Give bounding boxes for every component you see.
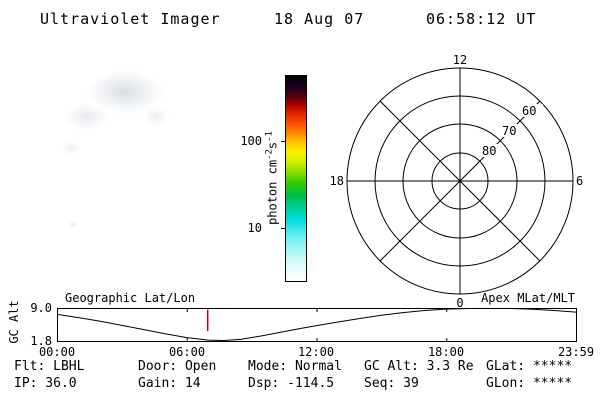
status-dsp: Dsp: -114.5 [248, 376, 335, 391]
status-glon: GLon: ***** [486, 376, 573, 391]
polar-mlt-0-label: 0 [456, 296, 463, 310]
timeline-right-label: Apex MLat/MLT [481, 291, 575, 305]
timeline-xtick-2359: 23:59 [557, 345, 595, 359]
altitude-curve [57, 308, 577, 342]
timeline-ytick-1-8: 1.8 [30, 334, 52, 348]
colorbar-tickmark [281, 141, 285, 142]
status-ip: IP: 36.0 [14, 376, 77, 391]
polar-lat-70-label: 70 [502, 124, 516, 138]
header-date: 18 Aug 07 [274, 10, 365, 28]
app-title: Ultraviolet Imager [40, 10, 221, 28]
timeline-xtick-0600: 06:00 [168, 345, 206, 359]
status-door: Door: Open [138, 359, 217, 374]
timeline-xtick-1800: 18:00 [427, 345, 465, 359]
colorbar-tickmark [281, 228, 285, 229]
timeline-frame [57, 308, 577, 342]
colorbar-gradient [285, 75, 307, 282]
timeline-ytick-9: 9.0 [30, 301, 52, 315]
uv-image-faint [40, 48, 195, 173]
polar-grid-spokes [347, 68, 573, 294]
polar-lat-60-label: 60 [522, 104, 536, 118]
header-time: 06:58:12 UT [426, 10, 537, 28]
status-gc-alt: GC Alt: 3.3 Re [364, 359, 474, 374]
timeline-chart [57, 308, 577, 342]
uv-image-speckle [68, 222, 78, 228]
colorbar-title: photon cm-2s-1 [264, 131, 280, 225]
colorbar-tick-10: 10 [247, 221, 262, 235]
timeline-xtick-0000: 00:00 [38, 345, 76, 359]
polar-mlt-12-label: 12 [453, 53, 467, 67]
polar-lat-80-label: 80 [482, 144, 496, 158]
status-glat: GLat: ***** [486, 359, 573, 374]
colorbar-tick-100: 100 [240, 134, 262, 148]
polar-mlt-6-label: 6 [576, 174, 583, 188]
timeline-left-label: Geographic Lat/Lon [65, 291, 196, 305]
timeline-xtick-1200: 12:00 [297, 345, 335, 359]
polar-lat-label-backs [479, 104, 543, 157]
status-gain: Gain: 14 [138, 376, 201, 391]
polar-mlt-18-label: 18 [330, 174, 344, 188]
status-flight: Flt: LBHL [14, 359, 85, 374]
timeline-axis-ticks [186, 308, 448, 342]
status-seq: Seq: 39 [364, 376, 419, 391]
status-mode: Mode: Normal [248, 359, 342, 374]
polar-plot: 12 18 6 0 60 70 80 [330, 53, 583, 310]
